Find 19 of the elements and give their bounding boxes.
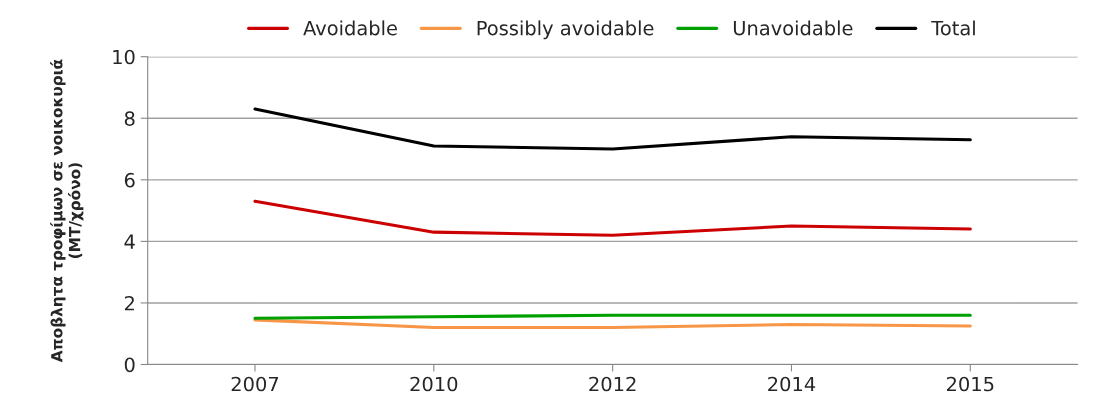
y-axis-title: Αποβλητα τροφίμων σε νοικοκυριά (MT/χρόνο): [50, 59, 84, 363]
x-tick-label: 2010: [410, 376, 458, 392]
line-series: [253, 318, 972, 330]
x-tick-label: 2015: [946, 376, 994, 392]
legend-label: Unavoidable: [733, 20, 853, 36]
y-tick-label: 6: [124, 172, 135, 188]
line-series: [253, 107, 972, 151]
y-tick-label: 4: [124, 234, 135, 249]
y-tick-label: 2: [124, 295, 134, 311]
x-tick-label: 2014: [768, 376, 816, 392]
legend-label: Possibly avoidable: [477, 20, 654, 40]
y-tick-label: 10: [113, 49, 135, 65]
legend-label: Total: [931, 20, 975, 36]
x-tick-label: 2007: [231, 376, 279, 392]
y-tick-label: 8: [124, 111, 135, 126]
legend-label: Avoidable: [303, 20, 397, 36]
line-series: [253, 199, 972, 237]
y-tick-label: 0: [124, 357, 135, 373]
x-tick-label: 2012: [589, 376, 636, 392]
